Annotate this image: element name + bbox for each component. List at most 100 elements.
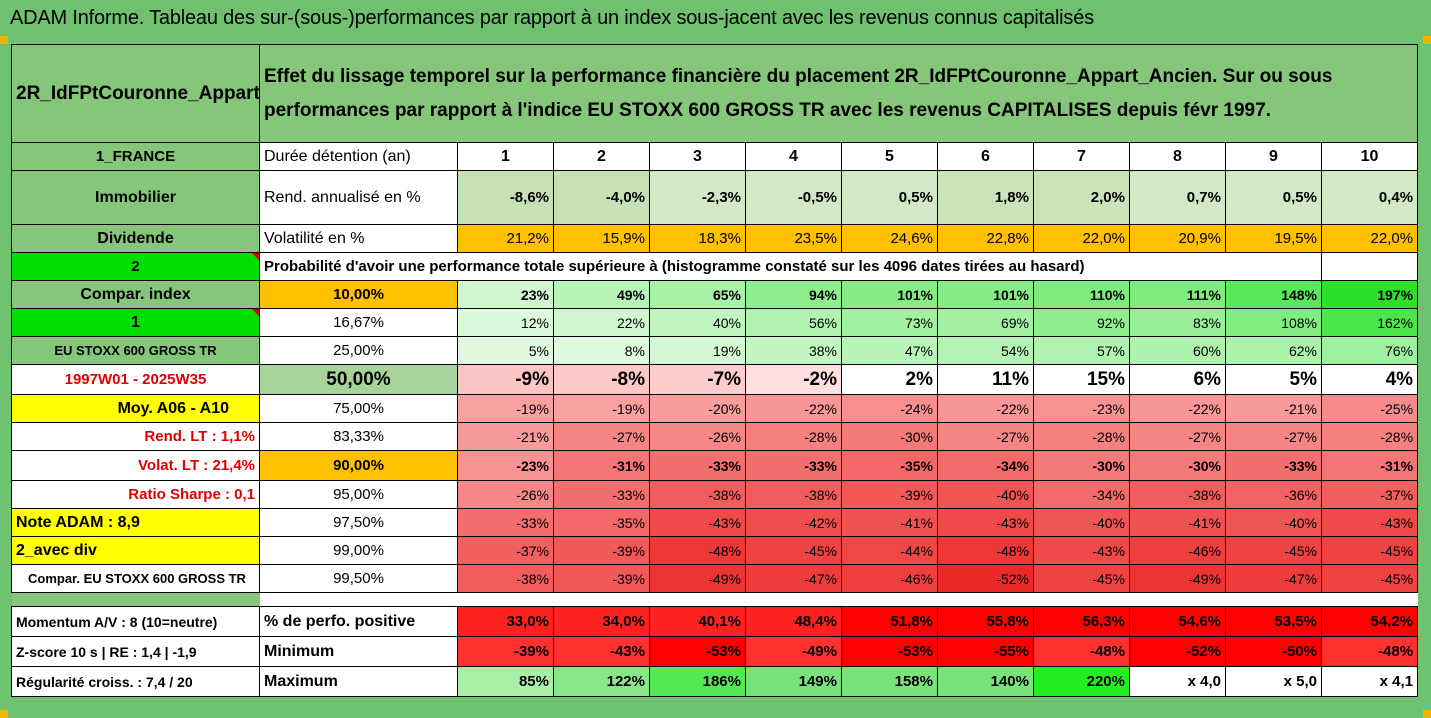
rend-cell: 1,8% bbox=[937, 170, 1034, 225]
percentile-cell: -46% bbox=[1129, 536, 1226, 565]
percentile-cell: -34% bbox=[1033, 480, 1130, 509]
percentile-cell: -40% bbox=[1033, 508, 1130, 537]
year-header: 4 bbox=[745, 142, 842, 171]
percentile-label: 99,00% bbox=[259, 536, 458, 565]
percentile-label: 83,33% bbox=[259, 422, 458, 451]
percentile-cell: 49% bbox=[553, 280, 650, 309]
maximum-cell: 220% bbox=[1033, 666, 1130, 697]
percentile-cell: -30% bbox=[1129, 450, 1226, 481]
percentile-cell: 94% bbox=[745, 280, 842, 309]
percentile-cell: -49% bbox=[1129, 564, 1226, 593]
percentile-row: Compar. index 10,00% 23% 49% 65% 94% 101% 101% 1… bbox=[11, 280, 1419, 309]
left-label: Rend. LT : 1,1% bbox=[11, 422, 260, 451]
percentile-cell: 62% bbox=[1225, 336, 1322, 365]
percentile-cell: 15% bbox=[1033, 364, 1130, 395]
duree-label: Durée détention (an) bbox=[259, 142, 458, 171]
percentile-cell: -31% bbox=[553, 450, 650, 481]
percentile-cell: -48% bbox=[649, 536, 746, 565]
percentile-cell: -39% bbox=[553, 536, 650, 565]
volat-cell: 23,5% bbox=[745, 224, 842, 253]
spacer-cell bbox=[11, 592, 260, 607]
percentile-cell: -21% bbox=[1225, 394, 1322, 423]
percentile-label: 25,00% bbox=[259, 336, 458, 365]
percentile-cell: 101% bbox=[841, 280, 938, 309]
percentile-cell: 5% bbox=[457, 336, 554, 365]
volat-cell: 22,8% bbox=[937, 224, 1034, 253]
percentile-cell: -48% bbox=[937, 536, 1034, 565]
corner-marker bbox=[1423, 710, 1431, 718]
percentile-cell: 12% bbox=[457, 308, 554, 337]
percentile-cell: -30% bbox=[841, 422, 938, 451]
percentile-cell: -49% bbox=[649, 564, 746, 593]
year-header: 9 bbox=[1225, 142, 1322, 171]
percentile-cell: -33% bbox=[745, 450, 842, 481]
percentile-cell: -45% bbox=[745, 536, 842, 565]
percentile-cell: -44% bbox=[841, 536, 938, 565]
maximum-cell: 122% bbox=[553, 666, 650, 697]
perfo-pos-cell: 33,0% bbox=[457, 606, 554, 637]
perfo-pos-cell: 55,8% bbox=[937, 606, 1034, 637]
empty-cell bbox=[1225, 252, 1322, 281]
percentile-cell: 69% bbox=[937, 308, 1034, 337]
percentile-cell: 5% bbox=[1225, 364, 1322, 395]
percentile-cell: 73% bbox=[841, 308, 938, 337]
percentile-cell: -38% bbox=[457, 564, 554, 593]
percentile-row: Rend. LT : 1,1% 83,33% -21% -27% -26% -28% -30… bbox=[11, 422, 1419, 451]
percentile-cell: -9% bbox=[457, 364, 554, 395]
minimum-cell: -53% bbox=[649, 636, 746, 667]
percentile-row: EU STOXX 600 GROSS TR 25,00% 5% 8% 19% 38% 47%… bbox=[11, 336, 1419, 365]
year-header: 3 bbox=[649, 142, 746, 171]
percentile-cell: 4% bbox=[1320, 364, 1419, 395]
performance-table: 2R_IdFPtCouronne_Appart_Ancien Effet du … bbox=[11, 44, 1419, 697]
volat-cell: 22,0% bbox=[1320, 224, 1419, 253]
perfo-pos-cell: 54,6% bbox=[1129, 606, 1226, 637]
percentile-cell: 54% bbox=[937, 336, 1034, 365]
percentile-cell: -27% bbox=[553, 422, 650, 451]
percentile-cell: -45% bbox=[1033, 564, 1130, 593]
asset-label: Immobilier bbox=[11, 170, 260, 225]
percentile-cell: -20% bbox=[649, 394, 746, 423]
percentile-cell: -34% bbox=[937, 450, 1034, 481]
percentile-cell: -42% bbox=[745, 508, 842, 537]
perfo-pos-cell: 53,5% bbox=[1225, 606, 1322, 637]
percentile-row: Compar. EU STOXX 600 GROSS TR 99,50% -38% -… bbox=[11, 564, 1419, 593]
percentile-cell: -23% bbox=[1033, 394, 1130, 423]
percentile-cell: -28% bbox=[745, 422, 842, 451]
rend-cell: -0,5% bbox=[745, 170, 842, 225]
year-header: 5 bbox=[841, 142, 938, 171]
percentile-cell: 8% bbox=[553, 336, 650, 365]
perfo-pos-cell: 54,2% bbox=[1320, 606, 1419, 637]
percentile-cell: 19% bbox=[649, 336, 746, 365]
percentile-label: 10,00% bbox=[259, 280, 458, 309]
percentile-cell: -39% bbox=[841, 480, 938, 509]
minimum-cell: -48% bbox=[1320, 636, 1419, 667]
maximum-cell: 186% bbox=[649, 666, 746, 697]
percentile-cell: -22% bbox=[745, 394, 842, 423]
minimum-cell: -49% bbox=[745, 636, 842, 667]
left-label: Ratio Sharpe : 0,1 bbox=[11, 480, 260, 509]
perfo-pos-cell: 51,8% bbox=[841, 606, 938, 637]
percentile-cell: -38% bbox=[745, 480, 842, 509]
corner-marker bbox=[1423, 36, 1431, 44]
minimum-cell: -39% bbox=[457, 636, 554, 667]
percentile-cell: -22% bbox=[1129, 394, 1226, 423]
percentile-cell: -23% bbox=[457, 450, 554, 481]
maximum-cell: x 4,0 bbox=[1129, 666, 1226, 697]
percentile-cell: 22% bbox=[553, 308, 650, 337]
corner-marker bbox=[0, 36, 8, 44]
volat-cell: 19,5% bbox=[1225, 224, 1322, 253]
rend-cell: 0,7% bbox=[1129, 170, 1226, 225]
minimum-cell: -53% bbox=[841, 636, 938, 667]
left-label: 1 bbox=[11, 308, 260, 337]
percentile-cell: -47% bbox=[1225, 564, 1322, 593]
minimum-cell: -55% bbox=[937, 636, 1034, 667]
maximum-cell: 158% bbox=[841, 666, 938, 697]
summary-row-label: % de perfo. positive bbox=[259, 606, 458, 637]
percentile-cell: -43% bbox=[937, 508, 1034, 537]
rend-cell: -4,0% bbox=[553, 170, 650, 225]
percentile-cell: -33% bbox=[1225, 450, 1322, 481]
percentile-cell: -28% bbox=[1033, 422, 1130, 451]
percentile-row: 1 16,67% 12% 22% 40% 56% 73% 69% 92% 83% 108% 162% bbox=[11, 308, 1419, 337]
percentile-cell: -35% bbox=[841, 450, 938, 481]
percentile-label: 90,00% bbox=[259, 450, 458, 481]
